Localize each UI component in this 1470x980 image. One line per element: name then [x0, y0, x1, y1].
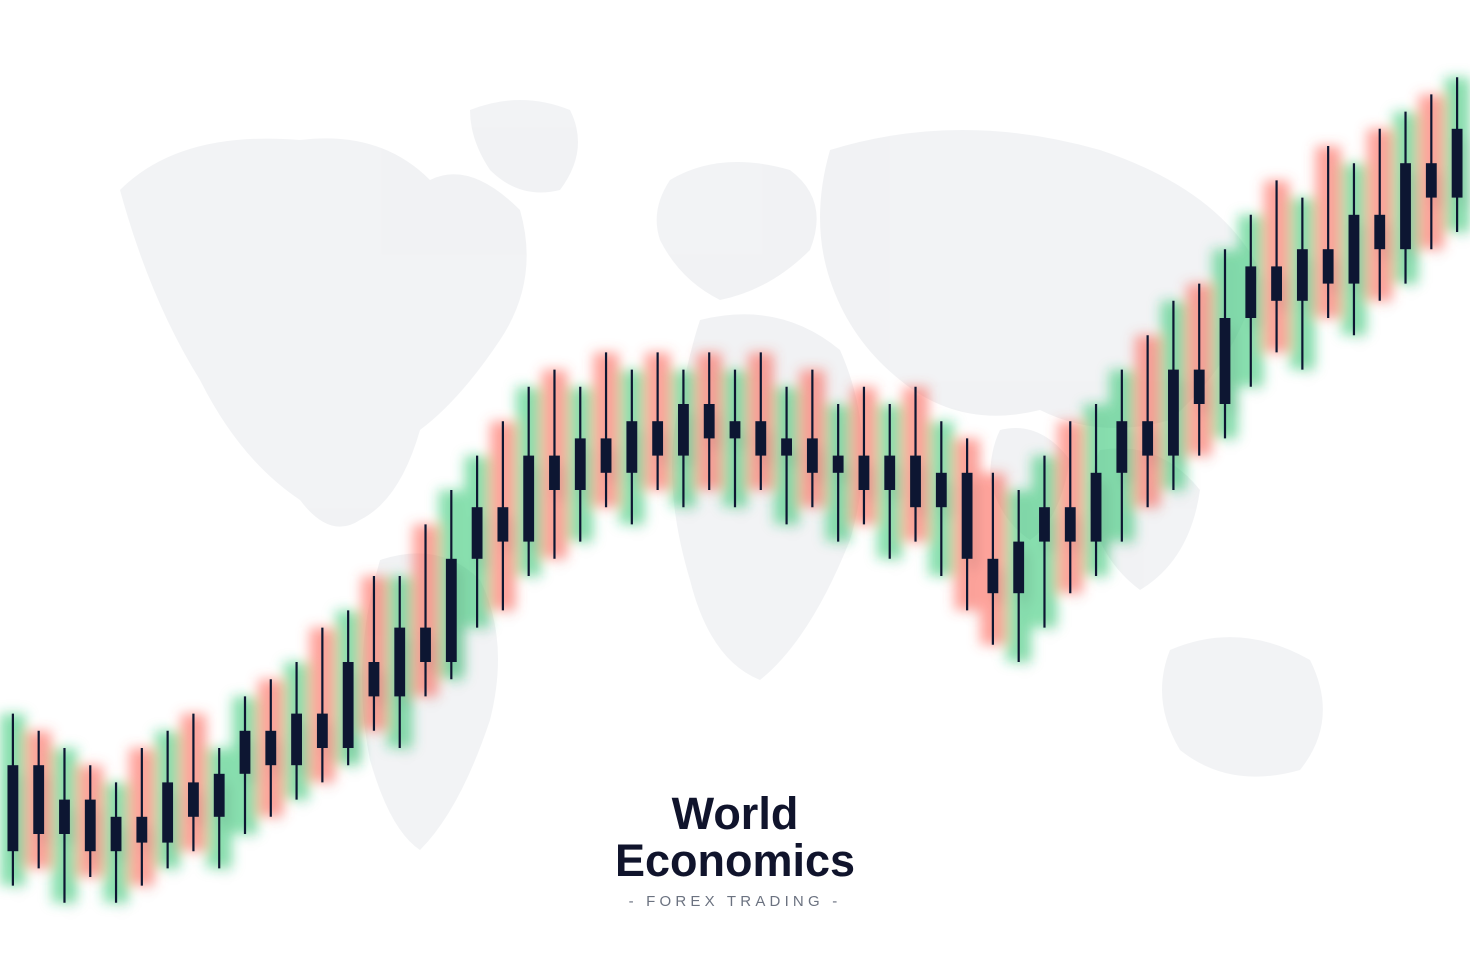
candle-body [1116, 421, 1127, 473]
candle-body [265, 731, 276, 765]
candle-body [601, 438, 612, 472]
candle-body [111, 817, 122, 851]
candle-body [652, 421, 663, 455]
candle-body [369, 662, 380, 696]
candle-body [1323, 249, 1334, 283]
candle-body [59, 800, 70, 834]
candle-body [755, 421, 766, 455]
title-block: World Economics - FOREX TRADING - [615, 790, 855, 910]
candle-body [33, 765, 44, 834]
candle-body [188, 782, 199, 816]
candle-body [1065, 507, 1076, 541]
candle-body [162, 782, 173, 842]
candle-body [1013, 542, 1024, 594]
candle-body [1245, 266, 1256, 318]
candle-body [884, 456, 895, 490]
candle-body [1452, 129, 1463, 198]
candle-body [575, 438, 586, 490]
candle-body [1271, 266, 1282, 300]
candle-body [1426, 163, 1437, 197]
candle-body [7, 765, 18, 851]
candle-body [523, 456, 534, 542]
title-line-1: World [615, 790, 855, 837]
candle-body [962, 473, 973, 559]
candle-body [420, 628, 431, 662]
candle-body [910, 456, 921, 508]
candle-body [1194, 370, 1205, 404]
candle-body [446, 559, 457, 662]
candle-body [1220, 318, 1231, 404]
candle-body [1168, 370, 1179, 456]
candle-body [1297, 249, 1308, 301]
candle-body [781, 438, 792, 455]
candle-body [317, 714, 328, 748]
candle-body [136, 817, 147, 843]
candle-body [1091, 473, 1102, 542]
candle-body [987, 559, 998, 593]
candle-body [497, 507, 508, 541]
candle-body [678, 404, 689, 456]
infographic-canvas: World Economics - FOREX TRADING - [0, 0, 1470, 980]
candle-body [859, 456, 870, 490]
candle-body [730, 421, 741, 438]
title-line-2: Economics [615, 837, 855, 884]
subtitle: - FOREX TRADING - [615, 893, 855, 910]
candle-body [1142, 421, 1153, 455]
candle-body [85, 800, 96, 852]
candle-body [343, 662, 354, 748]
candle-body [394, 628, 405, 697]
candle-body [807, 438, 818, 472]
candle-body [626, 421, 637, 473]
candle-body [291, 714, 302, 766]
candle-body [1374, 215, 1385, 249]
candle-body [833, 456, 844, 473]
candle-body [1039, 507, 1050, 541]
candle-body [1349, 215, 1360, 284]
candle-body [549, 456, 560, 490]
candle-body [704, 404, 715, 438]
candle-body [472, 507, 483, 559]
candle-body [936, 473, 947, 507]
candle-body [214, 774, 225, 817]
candle-body [1400, 163, 1411, 249]
candle-body [240, 731, 251, 774]
